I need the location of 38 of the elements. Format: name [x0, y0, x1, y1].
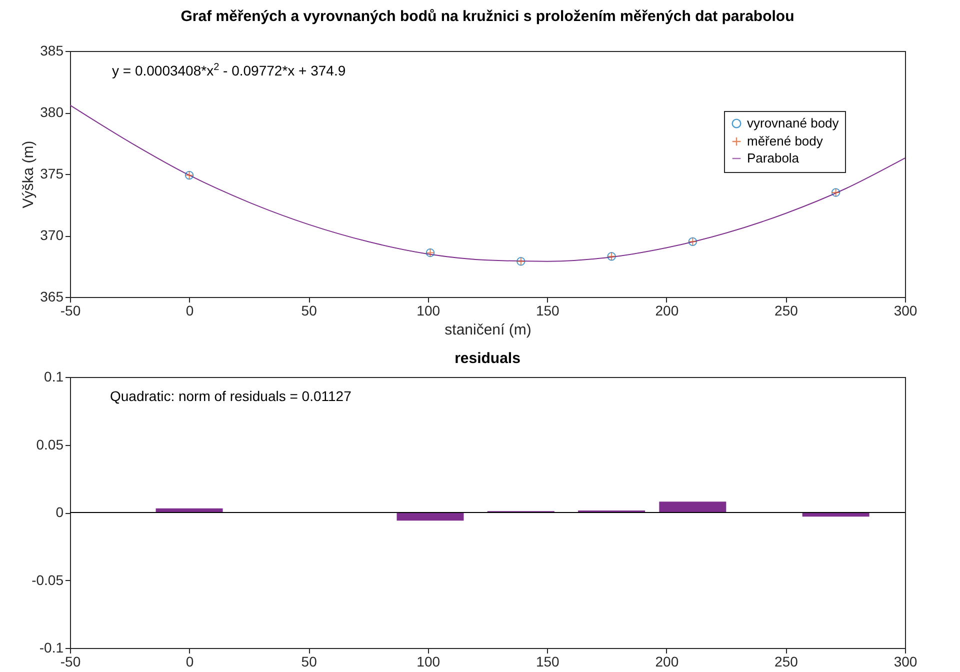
legend-label: vyrovnané body — [747, 116, 840, 130]
legend-label: Parabola — [747, 150, 800, 166]
x-tick-label: 250 — [774, 302, 798, 318]
x-tick-label: 50 — [301, 302, 318, 318]
y-tick-label: 0 — [56, 504, 64, 520]
x-tick-label: -50 — [60, 302, 81, 318]
x-tick-label: 300 — [894, 654, 918, 670]
x-tick-label: 150 — [536, 302, 560, 318]
bar — [396, 512, 464, 521]
x-tick-label: 50 — [301, 654, 318, 670]
y-tick-label: 385 — [40, 42, 64, 58]
x-tick-label: 250 — [774, 654, 798, 670]
bar — [659, 502, 726, 512]
annotation: Quadratic: norm of residuals = 0.01127 — [110, 388, 352, 404]
y-tick-label: -0.05 — [32, 572, 64, 588]
chart-title: residuals — [454, 350, 520, 367]
y-tick-label: 380 — [40, 104, 64, 120]
chart-title: Graf měřených a vyrovnaných bodů na kružnici s proložením měřených dat parabolou — [180, 8, 794, 25]
x-tick-label: 200 — [655, 302, 679, 318]
y-tick-label: 365 — [40, 288, 64, 304]
x-axis-title: staničení (m) — [444, 322, 532, 338]
x-tick-label: 0 — [186, 302, 194, 318]
y-tick-label: 0.1 — [44, 368, 64, 384]
x-tick-label: 0 — [186, 654, 194, 670]
x-tick-label: -50 — [60, 654, 81, 670]
annotation: y = 0.0003408*x$^{2}$ - 0.09772*x + 374.9 — [112, 62, 346, 79]
x-tick-label: 100 — [416, 302, 440, 318]
y-tick-label: 0.05 — [36, 436, 64, 452]
y-tick-label: 370 — [40, 227, 64, 243]
y-axis-title: Výška (m) — [20, 140, 38, 208]
legend-label: měřené body — [747, 134, 824, 148]
x-tick-label: 300 — [894, 302, 918, 318]
x-tick-label: 100 — [416, 654, 440, 670]
y-tick-label: 375 — [40, 166, 64, 182]
line-series — [70, 104, 905, 262]
y-tick-label: -0.1 — [39, 640, 64, 656]
x-tick-label: 200 — [655, 654, 679, 670]
x-tick-label: 150 — [536, 654, 560, 670]
